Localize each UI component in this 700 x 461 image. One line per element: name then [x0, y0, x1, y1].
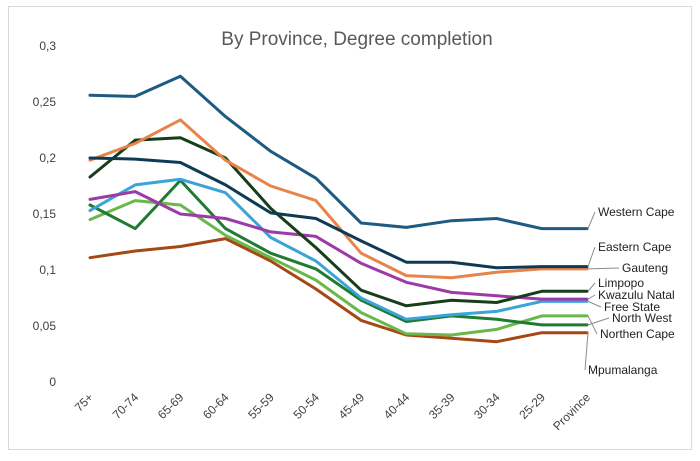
x-tick-label: 25-29 — [516, 390, 548, 422]
x-tick-label: 55-59 — [245, 390, 277, 422]
y-tick-label: 0,25 — [33, 95, 57, 109]
legend-leader-line — [587, 315, 598, 335]
x-tick-label: 50-54 — [290, 390, 322, 422]
x-tick-label: 40-44 — [381, 390, 413, 422]
legend-leader-line — [587, 282, 596, 292]
series-line-north-west — [88, 178, 589, 327]
series-line-mpumalanga — [88, 237, 589, 344]
legend-leader-line — [587, 267, 620, 270]
y-tick-label: 0,15 — [33, 207, 57, 221]
series-lines — [88, 74, 589, 344]
chart-title: By Province, Degree completion — [221, 29, 492, 50]
legend-label-mpumalanga: Mpumalanga — [588, 363, 658, 377]
legend-leader-line — [587, 246, 596, 267]
legend-label-gauteng: Gauteng — [622, 261, 668, 275]
legend-label-northen-cape: Northen Cape — [600, 327, 675, 341]
series-line-gauteng — [88, 118, 589, 280]
x-tick-label: 65-69 — [155, 390, 187, 422]
legend: Western Cape Eastern Cape GautengLimpopoKw… — [584, 205, 675, 377]
series-line-eastern-cape — [88, 156, 589, 270]
y-tick-label: 0,05 — [33, 319, 57, 333]
legend-label-north-west: North West — [612, 311, 672, 325]
series-line-limpopo — [88, 136, 589, 308]
legend-label-free-state: Free State — [604, 300, 660, 314]
series-line-free-state — [88, 177, 589, 321]
legend-leader-line — [584, 332, 589, 371]
legend-label-eastern-cape: Eastern Cape — [598, 240, 672, 254]
x-tick-label: Province — [550, 390, 593, 433]
legend-label-limpopo: Limpopo — [598, 276, 644, 290]
y-tick-label: 0,1 — [39, 263, 56, 277]
x-tick-label: 75+ — [72, 390, 96, 414]
legend-leader-line — [587, 294, 596, 300]
series-line-kwazulu-natal — [88, 190, 589, 301]
y-tick-label: 0,2 — [39, 151, 56, 165]
x-tick-label: 35-39 — [426, 390, 458, 422]
x-tick-label: 70-74 — [110, 390, 142, 422]
x-tick-label: 30-34 — [471, 390, 503, 422]
y-tick-label: 0,3 — [39, 39, 56, 53]
series-line-western-cape — [88, 74, 589, 231]
legend-leader-line — [587, 300, 602, 308]
legend-label-western-cape: Western Cape — [598, 205, 675, 219]
legend-label-kwazulu-natal: Kwazulu Natal — [598, 288, 675, 302]
series-line-northen-cape — [88, 199, 589, 337]
x-tick-label: 60-64 — [200, 390, 232, 422]
y-tick-label: 0 — [49, 375, 56, 389]
legend-leader-line — [587, 211, 596, 229]
x-tick-label: 45-49 — [336, 390, 368, 422]
